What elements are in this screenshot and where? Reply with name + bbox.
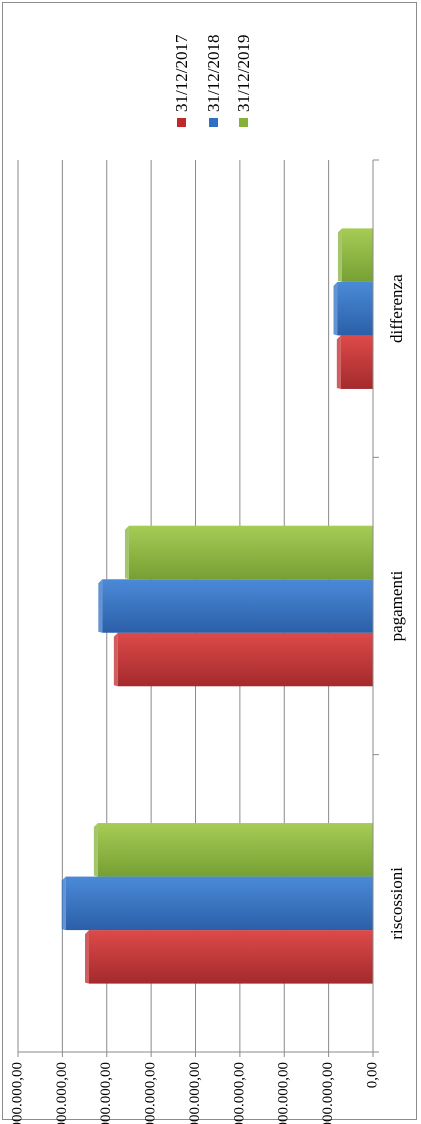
bar-cap (61, 876, 66, 931)
value-tick-label: 40.000.000,00 (276, 1062, 292, 1124)
value-tick-label: 160.000.000,00 (9, 1062, 25, 1124)
bar-riscossioni-31-12-2019 (93, 823, 373, 877)
category-label-riscossioni: riscossioni (387, 867, 406, 940)
bar-face (337, 281, 373, 336)
bar-differenza-31-12-2018 (333, 281, 373, 336)
value-tick-label: 140.000.000,00 (54, 1062, 70, 1124)
value-tick-label: 80.000.000,00 (187, 1062, 203, 1124)
axes (17, 159, 379, 1057)
bar-cap (336, 335, 341, 389)
bar-riscossioni-31-12-2018 (61, 876, 373, 931)
bar-face (65, 876, 373, 931)
bar-cap (337, 228, 342, 282)
bar-riscossioni-31-12-2017 (85, 930, 373, 984)
bar-cap (333, 281, 338, 336)
bar-face (340, 335, 373, 389)
bar-face (341, 228, 373, 282)
bar-cap (85, 930, 89, 984)
value-tick-label: 120.000.000,00 (98, 1062, 114, 1124)
value-tick-label: 60.000.000,00 (231, 1062, 247, 1124)
bar-pagamenti-31-12-2018 (98, 579, 373, 633)
bar-cap (98, 579, 103, 633)
legend-label-31-12-2018: 31/12/2018 (204, 35, 223, 112)
bar-cap (113, 632, 118, 687)
legend-label-31-12-2017: 31/12/2017 (172, 34, 191, 112)
value-tick-label: 100.000.000,00 (143, 1062, 159, 1124)
legend-swatch-31-12-2017 (177, 118, 186, 127)
bar-differenza-31-12-2017 (336, 335, 373, 389)
bar-differenza-31-12-2019 (337, 228, 373, 282)
value-tick-label: 0,00 (364, 1062, 380, 1088)
bar-cap (124, 525, 129, 580)
legend: 31/12/2017 31/12/2018 31/12/2019 (172, 34, 253, 127)
legend-swatch-31-12-2018 (209, 118, 218, 127)
category-label-differenza: differenza (387, 274, 406, 343)
category-label-pagamenti: pagamenti (387, 570, 406, 641)
bar-face (128, 525, 373, 580)
bar-face (117, 632, 373, 687)
value-tick-label: 20.000.000,00 (320, 1062, 336, 1124)
bar-face (89, 930, 373, 984)
bar-pagamenti-31-12-2017 (113, 632, 373, 687)
bar-face (102, 579, 373, 633)
bar-cap (93, 823, 98, 877)
legend-swatch-31-12-2019 (239, 118, 248, 127)
tick-labels: 0,00 20.000.000,00 40.000.000,00 60.000.000… (9, 274, 405, 1124)
legend-label-31-12-2019: 31/12/2019 (234, 35, 253, 112)
bars (61, 228, 373, 984)
bar-face (97, 823, 373, 877)
bar-pagamenti-31-12-2019 (124, 525, 373, 580)
